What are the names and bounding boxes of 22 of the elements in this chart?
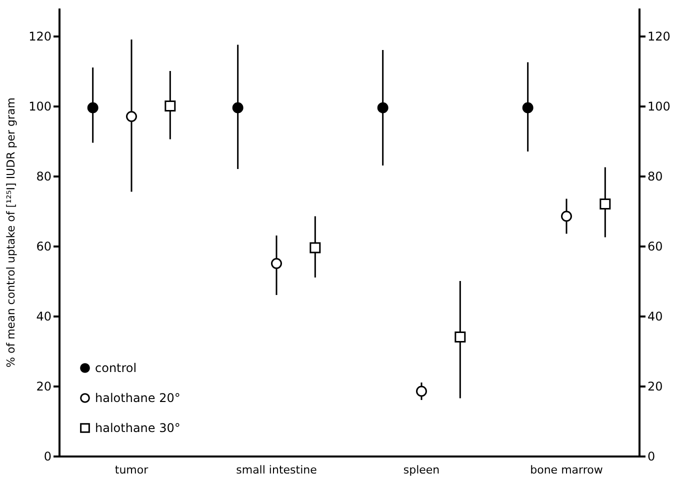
y2-tick-label: 40 [648,310,663,324]
y-axis-title: % of mean control uptake of [¹²⁵I] IUDR per gram [4,98,18,368]
y2-tick-label: 100 [648,100,670,114]
y2-tick-label: 60 [648,240,663,254]
y2-tick-label: 120 [648,30,670,44]
legend-label: control [95,361,137,375]
y-tick-label: 0 [44,450,52,464]
x-tick-label: tumor [114,464,149,476]
y-tick-label: 40 [36,310,52,324]
y2-tick-label: 20 [648,380,663,394]
legend-label: halothane 30° [95,421,180,435]
y2-tick-label: 0 [648,450,656,464]
y-tick-label: 20 [36,380,52,394]
y-tick-label: 100 [28,100,52,114]
x-tick-label: spleen [403,464,440,476]
y-tick-label: 120 [28,30,52,44]
y-tick-label: 80 [36,170,52,184]
x-tick-label: bone marrow [530,464,603,476]
legend-label: halothane 20° [95,391,180,405]
y-tick-label: 60 [36,240,52,254]
y2-tick-label: 80 [648,170,663,184]
x-tick-label: small intestine [236,464,318,476]
